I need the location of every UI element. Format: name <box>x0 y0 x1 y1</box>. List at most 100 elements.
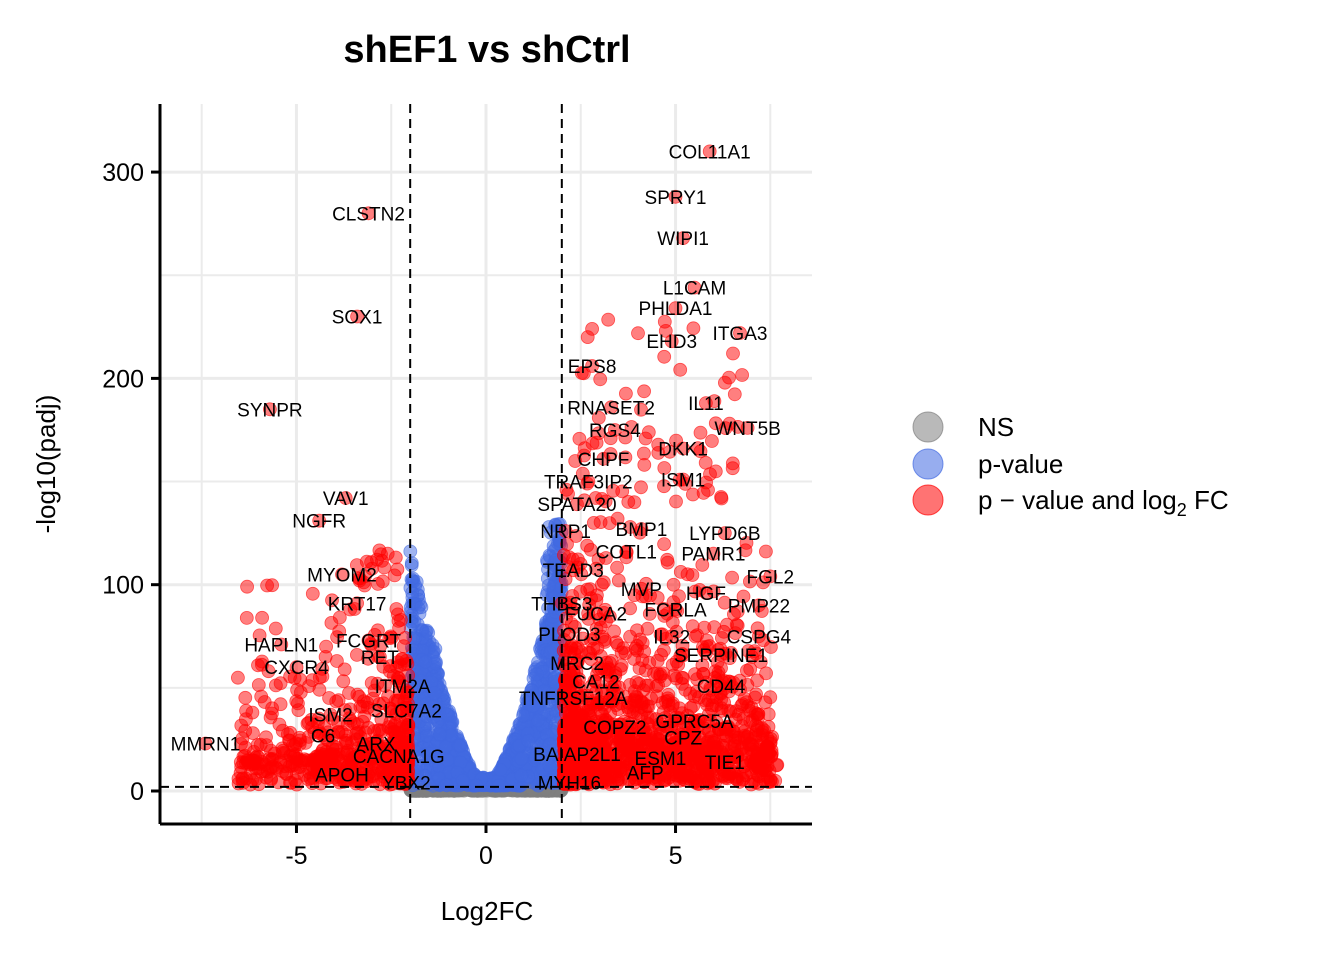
gene-label: SOX1 <box>332 308 383 329</box>
data-point <box>726 346 740 361</box>
data-point <box>356 694 371 709</box>
gene-label: CD44 <box>697 677 746 698</box>
data-point <box>238 740 253 755</box>
data-point <box>439 707 454 721</box>
data-point <box>514 768 529 783</box>
gene-label: PLOD3 <box>538 625 600 646</box>
legend: NS p-value p − value and log2 FC <box>912 411 1229 520</box>
gene-label: PHLDA1 <box>639 299 713 320</box>
y-tick-label: 0 <box>130 778 144 806</box>
data-point <box>414 600 429 615</box>
data-point <box>238 690 253 705</box>
gene-label: PMP22 <box>728 596 790 617</box>
gene-label: SLC7A2 <box>371 702 442 723</box>
gene-label: SPATA20 <box>537 495 616 516</box>
gene-label: TEAD3 <box>543 561 604 582</box>
y-tick-label: 200 <box>102 365 144 393</box>
data-point <box>428 642 443 656</box>
gene-label: EPS8 <box>568 357 617 378</box>
gene-label: ITM2A <box>375 677 431 698</box>
data-point <box>627 495 642 510</box>
data-point <box>692 777 707 791</box>
y-axis-ticks: 0 100 200 300 <box>102 159 160 806</box>
gene-label: SYNPR <box>237 400 302 421</box>
legend-label-pvalue: p-value <box>978 449 1063 479</box>
data-point <box>439 778 454 792</box>
data-point <box>666 577 681 592</box>
data-point <box>706 734 721 748</box>
data-point <box>634 480 648 495</box>
legend-swatch-pvalue <box>912 448 944 480</box>
data-point <box>240 579 255 594</box>
data-point <box>289 736 303 751</box>
data-point <box>279 753 294 768</box>
data-point <box>714 490 728 504</box>
data-point <box>616 641 631 656</box>
gene-label: RET <box>361 648 399 669</box>
data-point <box>632 661 647 676</box>
y-tick-label: 100 <box>102 572 144 600</box>
data-point <box>604 766 618 781</box>
data-point <box>418 654 433 669</box>
data-point <box>234 718 249 733</box>
data-point <box>672 773 687 788</box>
legend-label-both: p − value and log2 FC <box>978 485 1229 520</box>
data-point <box>658 673 672 688</box>
gene-label: TRAF3IP2 <box>544 473 633 494</box>
data-point <box>404 556 419 570</box>
gene-label: C6 <box>311 726 335 747</box>
gene-label: CLSTN2 <box>332 204 405 225</box>
gene-label: MMRN1 <box>171 735 241 756</box>
gene-label: MVP <box>621 580 662 601</box>
data-point <box>239 611 254 625</box>
data-point <box>752 776 767 791</box>
gene-label: BMP1 <box>616 520 668 541</box>
data-point <box>419 728 434 743</box>
data-point <box>763 690 778 705</box>
gene-label: ITGA3 <box>713 324 768 345</box>
gene-label: FCRLA <box>644 600 707 621</box>
data-point <box>388 550 403 565</box>
data-point <box>633 632 647 647</box>
data-point <box>602 516 617 530</box>
gene-label: TIE1 <box>705 753 745 774</box>
gene-label: YBX2 <box>382 774 431 795</box>
gene-label: MYH16 <box>538 774 601 795</box>
data-point <box>736 711 751 726</box>
data-point <box>727 387 742 402</box>
gene-label: IL11 <box>688 394 724 415</box>
data-point <box>660 552 675 567</box>
data-point <box>231 771 246 786</box>
gene-label: COL11A1 <box>669 142 751 163</box>
gene-label: WNT5B <box>714 419 781 440</box>
gene-label: FUCA2 <box>565 605 627 626</box>
data-point <box>251 678 266 692</box>
data-point <box>725 570 739 585</box>
gene-label: TNFRSF12A <box>519 689 628 710</box>
data-point <box>319 639 334 654</box>
data-point <box>685 568 700 582</box>
data-point <box>309 749 324 764</box>
gene-label: COTL1 <box>596 543 657 564</box>
data-point <box>763 736 778 751</box>
data-point <box>585 321 599 336</box>
data-point <box>514 752 529 766</box>
data-point <box>749 687 763 702</box>
gene-label: ISM1 <box>661 471 705 492</box>
x-tick-label: 0 <box>479 842 493 870</box>
data-point <box>337 662 352 677</box>
data-point <box>759 544 773 559</box>
gene-label: CPZ <box>664 728 702 749</box>
gene-label: SPRY1 <box>645 188 707 209</box>
data-point <box>673 362 688 377</box>
gene-label: AFP <box>627 763 664 784</box>
data-point <box>421 625 436 640</box>
gene-label: ISM2 <box>308 706 352 727</box>
data-point <box>390 607 405 622</box>
data-point <box>255 610 270 625</box>
data-point <box>631 326 645 341</box>
chart-title: shEF1 vs shCtrl <box>343 29 630 71</box>
data-point <box>336 674 351 689</box>
data-point <box>455 773 470 788</box>
gene-label: KRT17 <box>328 594 387 615</box>
